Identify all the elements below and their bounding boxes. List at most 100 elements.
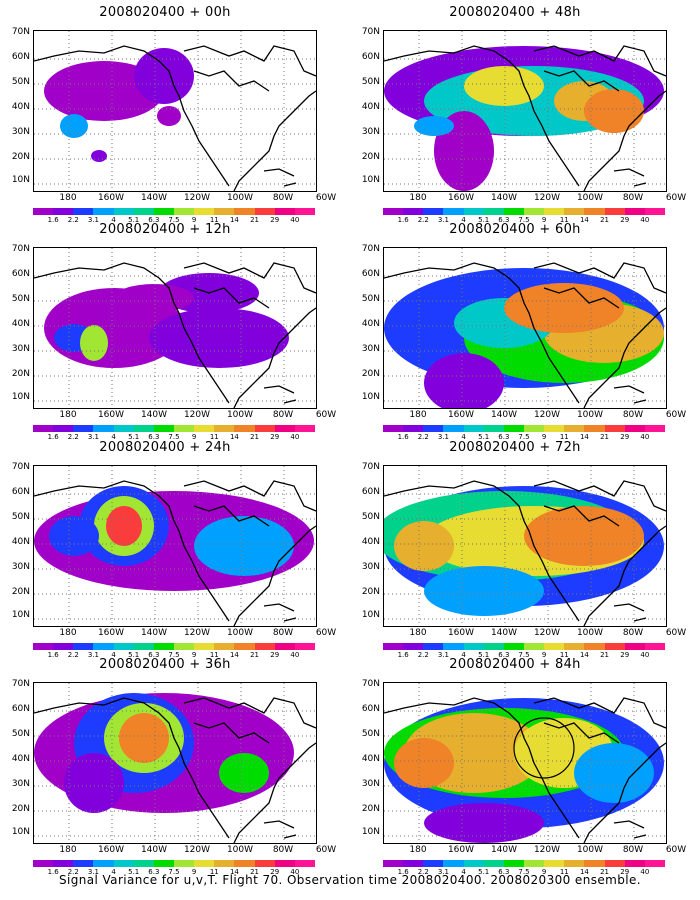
latitude-label: 10N	[361, 175, 380, 185]
colorbar-level-label: 40	[640, 868, 650, 876]
colorbar-swatch	[523, 425, 545, 432]
colorbar-swatch	[53, 425, 74, 432]
colorbar-level-label: 14	[229, 651, 239, 659]
colorbar-swatch	[33, 208, 54, 215]
longitude-label: 180	[59, 845, 77, 855]
colorbar-level-label: 7.5	[518, 651, 530, 659]
colorbar-swatch	[133, 860, 154, 867]
latitude-label: 20N	[11, 152, 30, 162]
latitude-label: 10N	[361, 610, 380, 620]
colorbar-level-label: 2.2	[67, 868, 79, 876]
variance-contour	[157, 106, 181, 126]
variance-contour	[584, 89, 644, 133]
coastline	[34, 697, 316, 843]
colorbar-swatch	[564, 643, 585, 650]
colorbar-level-label: 4	[111, 216, 116, 224]
colorbar-level-label: 6.3	[148, 216, 160, 224]
colorbar-swatch	[483, 860, 504, 867]
colorbar-swatch	[254, 425, 275, 432]
latitude-label: 60N	[11, 269, 30, 279]
colorbar-labels: 1.6 2.2 3.1 4 5.1 6.3 7.5 9 11 14 21 29 40	[33, 433, 315, 443]
longitude-label: 180	[409, 845, 427, 855]
colorbar-level-label: 40	[640, 433, 650, 441]
colorbar-swatch	[173, 208, 195, 215]
colorbar-swatch	[584, 425, 605, 432]
colorbar-swatch	[133, 208, 154, 215]
latitude-label: 60N	[361, 269, 380, 279]
longitude-label: 60W	[665, 193, 687, 203]
map-panel: 2008020400 + 12h 70N 60N 50N 40N 30N 20N 10N 180…	[0, 222, 336, 441]
colorbar-swatch	[463, 643, 484, 650]
colorbar-level-label: 1.6	[47, 216, 59, 224]
colorbar-level-label: 40	[640, 216, 650, 224]
colorbar-level-label: 14	[229, 868, 239, 876]
longitude-label: 100W	[576, 628, 604, 638]
colorbar-level-label: 40	[290, 216, 300, 224]
colorbar-level-label: 6.3	[498, 216, 510, 224]
colorbar-level-label: 11	[559, 651, 569, 659]
colorbar-level-label: 2.2	[417, 868, 429, 876]
latitude-label: 40N	[361, 537, 380, 547]
longitude-label: 60W	[315, 628, 337, 638]
variance-contour	[80, 325, 108, 361]
colorbar-swatch	[523, 208, 545, 215]
colorbar-labels: 1.6 2.2 3.1 4 5.1 6.3 7.5 9 11 14 21 29 40	[383, 868, 665, 878]
longitude-label: 160W	[97, 845, 125, 855]
latitude-label: 50N	[11, 294, 30, 304]
colorbar-swatch	[214, 425, 235, 432]
colorbar-level-label: 29	[270, 651, 280, 659]
colorbar-swatch	[173, 643, 195, 650]
variance-map	[34, 466, 316, 626]
longitude-label: 120W	[183, 193, 211, 203]
colorbar-level-label: 29	[620, 651, 630, 659]
colorbar-level-label: 2.2	[417, 651, 429, 659]
longitude-label: 80W	[622, 410, 644, 420]
colorbar-level-label: 9	[191, 651, 197, 659]
colorbar-level-label: 3.1	[87, 651, 99, 659]
longitude-label: 140W	[140, 845, 168, 855]
colorbar-swatch	[33, 643, 54, 650]
colorbar-swatch	[133, 425, 154, 432]
colorbar-swatch	[173, 860, 195, 867]
colorbar-level-label: 7.5	[518, 433, 530, 441]
variance-map	[384, 248, 666, 408]
colorbar-level-label: 1.6	[47, 868, 59, 876]
colorbar-level-label: 14	[229, 433, 239, 441]
longitude-label: 60W	[665, 845, 687, 855]
longitude-label: 140W	[490, 410, 518, 420]
colorbar-level-label: 9	[191, 868, 197, 876]
colorbar-swatch	[463, 208, 484, 215]
colorbar-labels: 1.6 2.2 3.1 4 5.1 6.3 7.5 9 11 14 21 29 40	[33, 216, 315, 226]
colorbar-level-label: 5.1	[478, 651, 490, 659]
colorbar-swatch	[73, 860, 94, 867]
panel-title: 2008020400 + 48h	[449, 5, 581, 20]
colorbar-level-label: 3.1	[87, 433, 99, 441]
colorbar-level-label: 5.1	[128, 216, 140, 224]
colorbar-swatch	[194, 643, 215, 650]
colorbar-swatch	[133, 643, 154, 650]
colorbar-swatch	[53, 643, 74, 650]
colorbar-level-label: 7.5	[518, 216, 530, 224]
colorbar-swatch	[254, 208, 275, 215]
colorbar-level-label: 6.3	[148, 651, 160, 659]
longitude-label: 180	[409, 193, 427, 203]
latitude-label: 60N	[11, 487, 30, 497]
latitude-label: 50N	[11, 77, 30, 87]
colorbar-swatch	[153, 425, 174, 432]
colorbar-swatch	[153, 208, 174, 215]
colorbar-level-label: 21	[250, 868, 260, 876]
variance-contour	[424, 566, 544, 616]
latitude-label: 10N	[11, 175, 30, 185]
colorbar-level-label: 9	[541, 216, 547, 224]
colorbar-swatch	[93, 860, 114, 867]
longitude-label: 160W	[97, 628, 125, 638]
colorbar-swatch	[53, 860, 74, 867]
colorbar-level-label: 11	[209, 433, 219, 441]
colorbar-level-label: 29	[620, 433, 630, 441]
panel-title: 2008020400 + 84h	[449, 657, 581, 672]
map-panel: 2008020400 + 48h 70N 60N 50N 40N 30N 20N 10N 180…	[350, 5, 686, 224]
latitude-label: 70N	[11, 462, 30, 472]
colorbar-swatch	[254, 643, 275, 650]
longitude-label: 120W	[183, 628, 211, 638]
colorbar-swatch	[503, 643, 524, 650]
